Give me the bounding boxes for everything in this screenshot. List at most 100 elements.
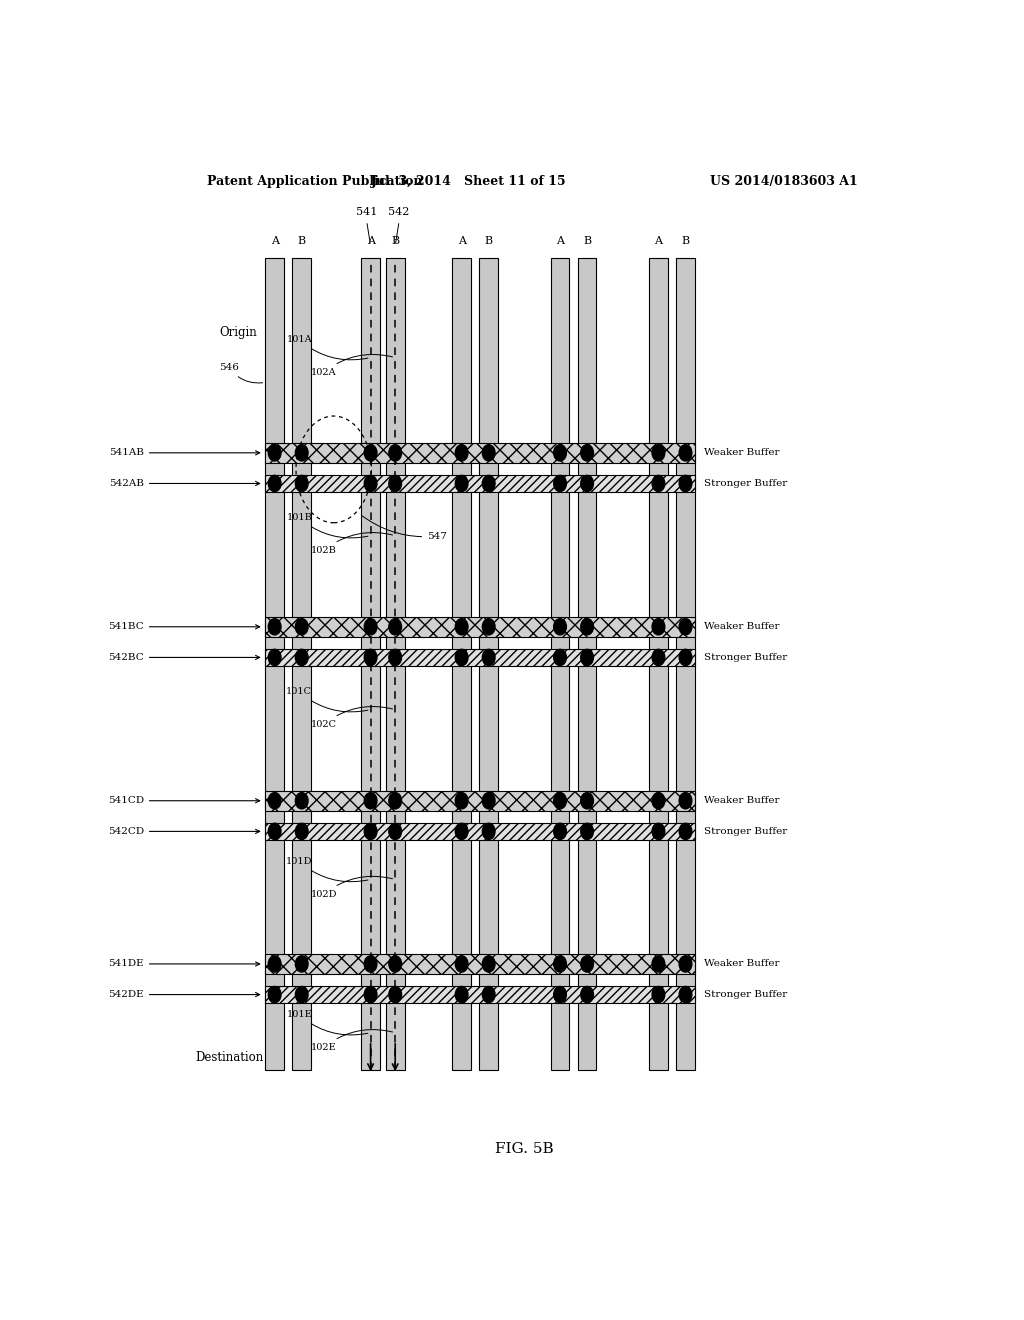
Circle shape: [365, 475, 377, 491]
Circle shape: [389, 986, 401, 1003]
Circle shape: [679, 956, 692, 972]
Circle shape: [268, 475, 281, 491]
Text: 541CD: 541CD: [108, 796, 260, 805]
Text: B: B: [681, 236, 689, 246]
Circle shape: [482, 792, 495, 809]
Circle shape: [365, 792, 377, 809]
Circle shape: [295, 824, 308, 840]
Circle shape: [581, 445, 594, 461]
Circle shape: [482, 445, 495, 461]
Bar: [293, 259, 311, 1071]
Circle shape: [365, 956, 377, 972]
Circle shape: [389, 792, 401, 809]
Circle shape: [482, 475, 495, 491]
Circle shape: [581, 824, 594, 840]
Circle shape: [652, 956, 665, 972]
Circle shape: [389, 824, 401, 840]
Bar: [361, 259, 380, 1071]
Text: B: B: [298, 236, 306, 246]
Bar: [265, 649, 695, 665]
Text: 102E: 102E: [311, 1030, 392, 1052]
Text: Weaker Buffer: Weaker Buffer: [705, 622, 780, 631]
Text: 541: 541: [356, 207, 377, 216]
Circle shape: [365, 619, 377, 635]
Circle shape: [268, 649, 281, 665]
Circle shape: [365, 824, 377, 840]
Circle shape: [482, 956, 495, 972]
Circle shape: [652, 824, 665, 840]
Text: 541AB: 541AB: [109, 449, 260, 457]
Circle shape: [581, 649, 594, 665]
Circle shape: [268, 445, 281, 461]
Circle shape: [652, 619, 665, 635]
Circle shape: [456, 824, 468, 840]
Text: 102A: 102A: [311, 355, 392, 376]
Bar: [265, 791, 695, 810]
Circle shape: [456, 792, 468, 809]
Circle shape: [482, 619, 495, 635]
Text: Origin: Origin: [219, 326, 257, 339]
Text: 542AB: 542AB: [109, 479, 260, 488]
Circle shape: [581, 619, 594, 635]
Circle shape: [554, 956, 566, 972]
Bar: [265, 475, 695, 492]
Text: 541BC: 541BC: [109, 622, 260, 631]
Circle shape: [365, 445, 377, 461]
Circle shape: [295, 649, 308, 665]
Circle shape: [554, 619, 566, 635]
Circle shape: [581, 792, 594, 809]
Bar: [453, 259, 471, 1071]
Circle shape: [456, 619, 468, 635]
Circle shape: [679, 445, 692, 461]
Bar: [265, 824, 695, 840]
Circle shape: [268, 986, 281, 1003]
Text: A: A: [270, 236, 279, 246]
Text: 102D: 102D: [310, 876, 392, 899]
Text: 546: 546: [219, 363, 262, 383]
Circle shape: [389, 649, 401, 665]
Circle shape: [581, 475, 594, 491]
Text: Stronger Buffer: Stronger Buffer: [705, 479, 787, 488]
Text: 542: 542: [388, 207, 410, 216]
Circle shape: [268, 619, 281, 635]
Circle shape: [652, 445, 665, 461]
Circle shape: [268, 956, 281, 972]
Bar: [578, 259, 596, 1071]
Circle shape: [456, 956, 468, 972]
Circle shape: [295, 956, 308, 972]
Circle shape: [268, 824, 281, 840]
Bar: [265, 444, 695, 463]
Text: 101A: 101A: [287, 335, 368, 360]
Circle shape: [679, 792, 692, 809]
Text: A: A: [367, 236, 375, 246]
Circle shape: [679, 649, 692, 665]
Text: Stronger Buffer: Stronger Buffer: [705, 826, 787, 836]
Circle shape: [365, 649, 377, 665]
Circle shape: [554, 475, 566, 491]
Circle shape: [295, 986, 308, 1003]
Circle shape: [554, 445, 566, 461]
Bar: [265, 986, 695, 1003]
Bar: [551, 259, 569, 1071]
Text: 542CD: 542CD: [108, 826, 260, 836]
Bar: [265, 616, 695, 636]
Circle shape: [554, 824, 566, 840]
Text: Destination: Destination: [196, 1051, 264, 1064]
Text: 102C: 102C: [311, 706, 392, 729]
Circle shape: [652, 475, 665, 491]
Text: 542DE: 542DE: [109, 990, 260, 999]
Circle shape: [295, 475, 308, 491]
Circle shape: [389, 445, 401, 461]
Bar: [676, 259, 695, 1071]
Circle shape: [679, 619, 692, 635]
Circle shape: [652, 986, 665, 1003]
Circle shape: [389, 475, 401, 491]
Bar: [386, 259, 404, 1071]
Text: A: A: [458, 236, 466, 246]
Circle shape: [456, 445, 468, 461]
Text: 547: 547: [362, 516, 447, 540]
Text: 541DE: 541DE: [109, 960, 260, 969]
Text: FIG. 5B: FIG. 5B: [496, 1142, 554, 1156]
Text: Stronger Buffer: Stronger Buffer: [705, 653, 787, 661]
Text: B: B: [484, 236, 493, 246]
